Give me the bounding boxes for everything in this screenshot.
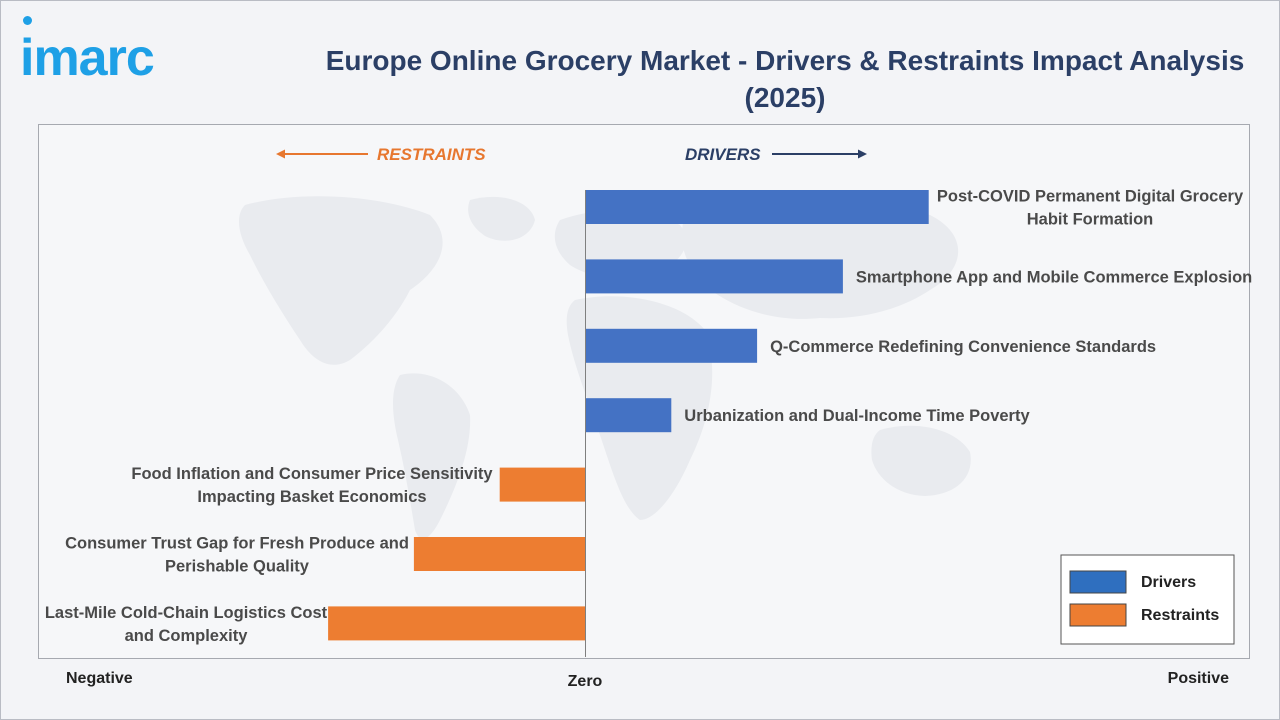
imarc-logo: imarc: [20, 16, 155, 87]
bar-label-urbanization-and-dual-income-time-poverty-line-1: Urbanization and Dual-Income Time Povert…: [684, 407, 1030, 425]
axis-label-negative: Negative: [66, 670, 133, 687]
title-line-1: Europe Online Grocery Market - Drivers &…: [325, 45, 1245, 76]
legend-swatch-drivers: [1069, 570, 1127, 594]
bar-post-covid-permanent-digital-grocery-habit-formation: [585, 190, 929, 224]
bar-label-food-inflation-and-consumer-price-sensitivity-impacting-basket-economics-line-1: Food Inflation and Consumer Price Sensit…: [131, 465, 493, 483]
bar-label-consumer-trust-gap-for-fresh-produce-and-perishable-quality-line-2: Perishable Quality: [165, 558, 310, 576]
bar-label-smartphone-app-and-mobile-commerce-explosion-line-1: Smartphone App and Mobile Commerce Explo…: [856, 268, 1252, 286]
logo-dot: [23, 16, 32, 25]
bar-smartphone-app-and-mobile-commerce-explosion: [585, 259, 843, 294]
legend: Drivers Restraints: [1060, 554, 1235, 645]
legend-swatch-restraints: [1069, 603, 1127, 627]
bar-label-q-commerce-redefining-convenience-standards-line-1: Q-Commerce Redefining Convenience Standa…: [770, 338, 1156, 356]
map-north-america: [238, 196, 443, 365]
map-south-america: [393, 373, 471, 539]
bar-last-mile-cold-chain-logistics-cost-and-complexity: [328, 606, 586, 641]
restraints-arrowhead: [276, 149, 285, 159]
bar-labels: Post-COVID Permanent Digital Grocery Habi…: [45, 188, 1252, 645]
map-greenland: [468, 196, 535, 241]
bar-label-last-mile-cold-chain-logistics-cost-and-complexity-line-2: and Complexity: [125, 627, 249, 645]
bar-food-inflation-and-consumer-price-sensitivity-impacting-basket-economics: [499, 467, 586, 502]
axis-label-zero: Zero: [568, 673, 603, 690]
bar-urbanization-and-dual-income-time-poverty: [585, 398, 672, 433]
drivers-label: DRIVERS: [685, 145, 761, 164]
legend-label-restraints: Restraints: [1141, 607, 1219, 624]
bars: [328, 190, 929, 641]
bar-label-food-inflation-and-consumer-price-sensitivity-impacting-basket-economics-line-2: Impacting Basket Economics: [197, 488, 426, 506]
bar-label-post-covid-permanent-digital-grocery-habit-formation-line-2: Habit Formation: [1027, 211, 1154, 229]
bar-label-last-mile-cold-chain-logistics-cost-and-complexity-line-1: Last-Mile Cold-Chain Logistics Cost: [45, 604, 328, 622]
legend-label-drivers: Drivers: [1141, 574, 1196, 591]
axis-label-positive: Positive: [1168, 670, 1229, 687]
restraints-label: RESTRAINTS: [377, 145, 486, 164]
bar-label-post-covid-permanent-digital-grocery-habit-formation-line-1: Post-COVID Permanent Digital Grocery: [937, 188, 1244, 206]
axis-labels: Negative Zero Positive: [66, 670, 1229, 690]
drivers-arrowhead: [858, 149, 867, 159]
direction-labels: RESTRAINTS DRIVERS: [276, 145, 867, 164]
title-line-2: (2025): [744, 82, 826, 113]
bar-label-consumer-trust-gap-for-fresh-produce-and-perishable-quality-line-1: Consumer Trust Gap for Fresh Produce and: [65, 535, 409, 553]
legend-box: [1060, 554, 1235, 645]
logo-text: imarc: [20, 29, 155, 87]
chart-title: Europe Online Grocery Market - Drivers &…: [280, 42, 1280, 116]
bar-consumer-trust-gap-for-fresh-produce-and-perishable-quality: [413, 537, 586, 571]
map-australia: [871, 425, 971, 496]
bar-q-commerce-redefining-convenience-standards: [585, 328, 758, 363]
